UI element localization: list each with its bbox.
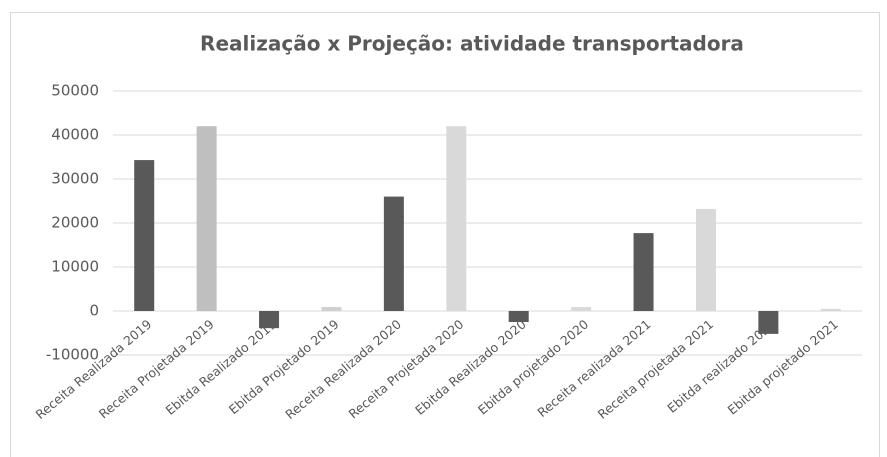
y-tick-label: 0: [89, 302, 99, 320]
chart-title: Realização x Projeção: atividade transpo…: [200, 32, 744, 56]
bar: [508, 311, 529, 322]
chart-frame: [10, 12, 880, 457]
bar: [321, 307, 342, 311]
bar: [383, 196, 404, 311]
y-tick-label: 10000: [51, 258, 99, 276]
y-tick-label: 20000: [51, 214, 99, 232]
bar: [758, 311, 779, 334]
bar: [134, 160, 155, 311]
bar: [571, 307, 592, 311]
y-tick-label: 40000: [51, 126, 99, 144]
bar: [446, 126, 467, 311]
bar: [820, 308, 841, 311]
y-tick-label: 30000: [51, 170, 99, 188]
bar: [633, 233, 654, 311]
bar: [259, 311, 280, 329]
y-tick-label: 50000: [51, 82, 99, 100]
y-tick-label: -10000: [46, 346, 99, 364]
bar: [695, 208, 716, 311]
bar: [196, 126, 217, 311]
